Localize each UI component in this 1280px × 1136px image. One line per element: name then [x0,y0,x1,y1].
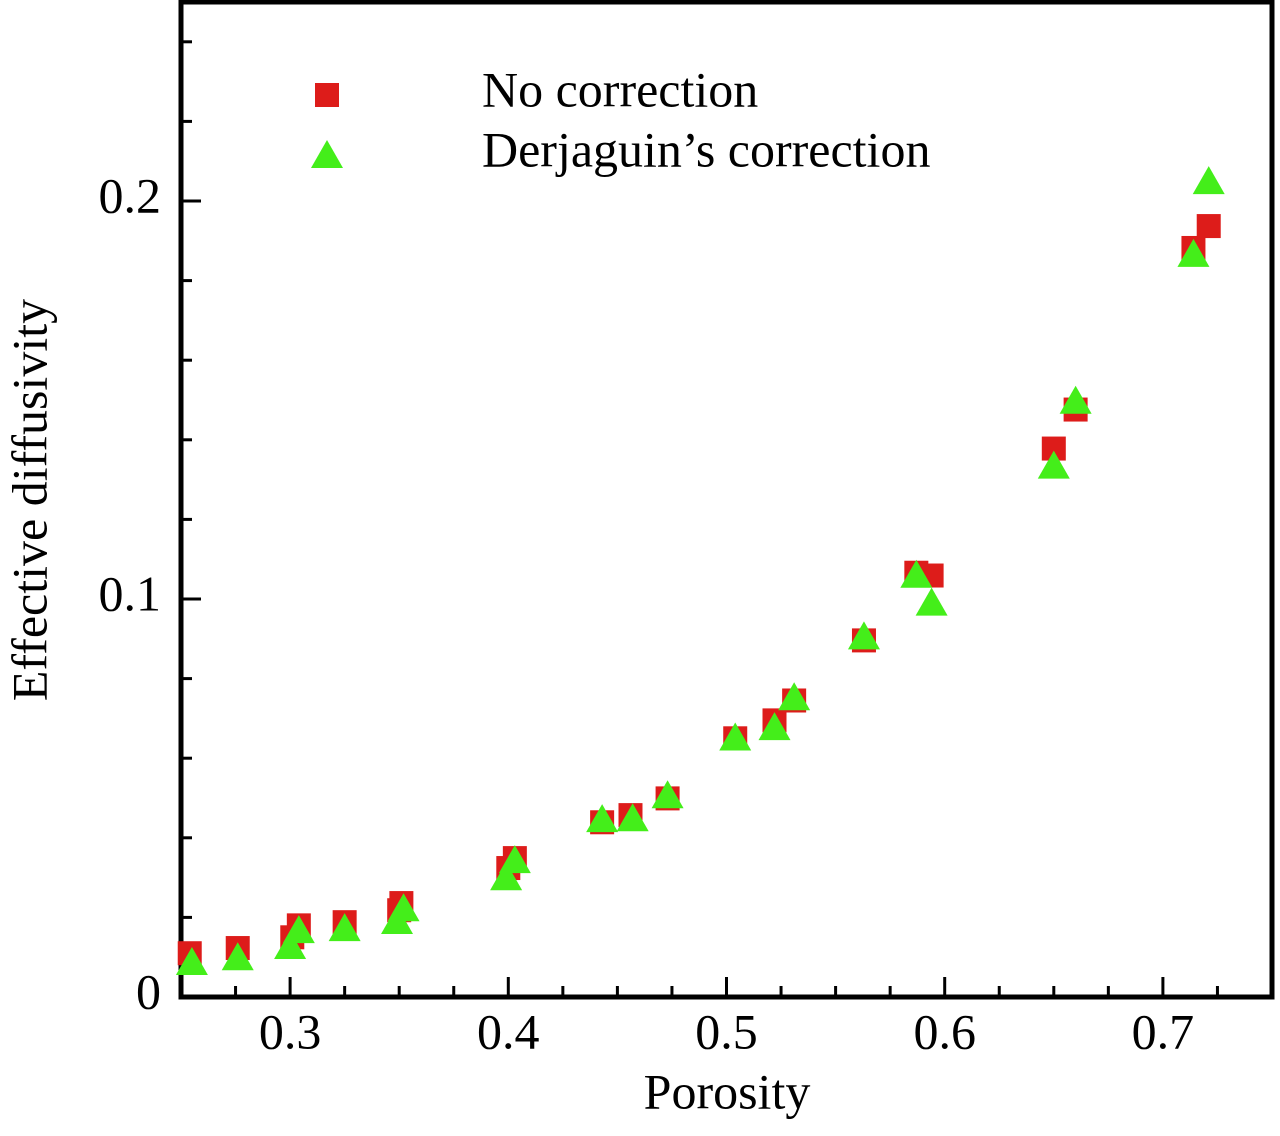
x-tick-label: 0.4 [477,1003,540,1059]
data-point [328,913,361,942]
data-point [221,942,254,971]
data-point [847,621,880,650]
data-point [616,803,649,832]
data-point [498,845,531,874]
y-tick-label: 0 [136,963,161,1019]
data-point [1192,166,1225,195]
x-axis-label: Porosity [644,1063,811,1119]
legend-label: Derjaguin’s correction [482,121,930,177]
x-tick-label: 0.7 [1132,1003,1195,1059]
data-point [274,931,307,960]
legend-label: No correction [482,61,758,117]
y-axis-label: Effective diffusivity [1,299,57,701]
x-tick-label: 0.3 [259,1003,322,1059]
data-point [1196,214,1221,239]
x-tick-label: 0.6 [913,1003,976,1059]
data-point [758,712,791,741]
y-tick-label: 0.1 [99,565,162,621]
data-point [175,946,208,975]
data-point [490,862,523,891]
data-point [915,587,948,616]
data-point [586,804,619,833]
x-tick-label: 0.5 [695,1003,758,1059]
legend-marker [315,83,339,107]
y-tick-label: 0.2 [99,167,162,223]
data-point [1177,238,1210,267]
data-point [778,682,811,711]
data-point [282,915,315,944]
data-point [719,722,752,751]
data-point [387,893,420,922]
legend-marker [311,140,343,168]
data-point [1037,450,1070,479]
data-point [1059,385,1092,414]
data-point [900,559,933,588]
data-point [651,780,684,809]
